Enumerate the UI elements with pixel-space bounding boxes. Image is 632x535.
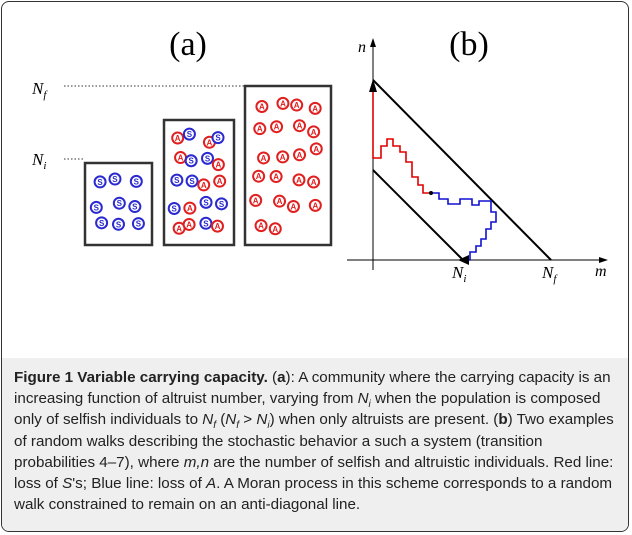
individual-label: S: [205, 154, 211, 163]
individual-label: A: [311, 128, 317, 137]
individual-label: S: [187, 130, 193, 139]
blue-walk: [431, 193, 496, 260]
individual-label: A: [261, 154, 267, 163]
individual-label: A: [257, 125, 263, 134]
caption-text: a: [277, 369, 285, 386]
individual-label: S: [203, 198, 209, 207]
level-label: Ni: [31, 150, 46, 172]
individual-label: A: [187, 204, 193, 213]
caption-text: (: [216, 411, 225, 428]
individual-label: S: [97, 178, 103, 187]
individual-label: S: [112, 175, 118, 184]
individual-label: A: [294, 101, 300, 110]
caption-text: N: [202, 411, 213, 428]
caption-text: N: [256, 411, 267, 428]
axis-label: m: [595, 263, 607, 280]
individual-label: A: [291, 202, 297, 211]
walk-arrow: [369, 79, 377, 92]
individual-label: S: [215, 134, 221, 143]
individual-label: A: [273, 173, 279, 182]
individual-label: S: [203, 219, 209, 228]
individual-label: A: [253, 196, 259, 205]
axis-label: n: [358, 39, 366, 56]
caption-text: m,n: [184, 454, 209, 471]
individual-label: S: [134, 177, 140, 186]
start-point: [429, 191, 433, 195]
individual-label: A: [280, 99, 286, 108]
caption-text: A: [206, 475, 216, 492]
individual-label: S: [219, 200, 225, 209]
individual-label: S: [116, 220, 122, 229]
panel-label: (a): [169, 26, 207, 63]
individual-label: A: [215, 222, 221, 231]
individual-label: S: [188, 157, 194, 166]
caption-title: Figure 1 Variable carrying capacity.: [14, 369, 268, 386]
individual-label: S: [94, 203, 100, 212]
caption-text: 's; Blue line: loss of: [72, 475, 206, 492]
individual-label: A: [311, 178, 317, 187]
individual-label: A: [176, 224, 182, 233]
individual-label: A: [215, 161, 221, 170]
individual-label: A: [312, 201, 318, 210]
individual-label: A: [178, 154, 184, 163]
caption: Figure 1 Variable carrying capacity. (a)…: [2, 358, 628, 532]
individual-label: S: [136, 220, 142, 229]
anti-diagonal: [373, 80, 551, 260]
axis-arrow: [370, 38, 376, 47]
individual-label: A: [297, 122, 303, 131]
tick-label: Nf: [541, 263, 558, 285]
individual-label: A: [280, 153, 286, 162]
individual-label: S: [99, 219, 105, 228]
panel-label: (b): [449, 26, 489, 63]
level-label: Nf: [31, 79, 48, 101]
caption-text: N: [225, 411, 236, 428]
individual-label: A: [277, 197, 283, 206]
tick-label: Ni: [451, 263, 466, 285]
individual-label: A: [313, 145, 319, 154]
individual-label: A: [312, 104, 318, 113]
individual-label: S: [172, 204, 178, 213]
individual-label: A: [274, 123, 280, 132]
individual-label: A: [297, 151, 303, 160]
individual-label: A: [175, 134, 181, 143]
individual-label: S: [132, 203, 138, 212]
figure-frame: (a) Nf Ni SSSSSSSSSASASASSASSAASASSAASAA…: [1, 1, 629, 532]
individual-label: A: [256, 172, 262, 181]
individual-label: A: [201, 181, 207, 190]
individual-label: A: [207, 138, 213, 147]
individual-label: S: [174, 176, 180, 185]
caption-text: S: [62, 475, 72, 492]
individual-label: A: [296, 176, 302, 185]
individual-label: S: [189, 177, 195, 186]
individual-label: A: [259, 103, 265, 112]
individual-label: A: [272, 225, 278, 234]
individual-label: A: [258, 222, 264, 231]
individual-label: A: [217, 177, 223, 186]
caption-text: N: [358, 390, 369, 407]
caption-text: >: [239, 411, 256, 428]
individual-label: A: [186, 220, 192, 229]
red-walk: [373, 86, 431, 193]
individual-label: S: [117, 199, 123, 208]
caption-text: (: [268, 369, 277, 386]
caption-text: ) when only altruists are present. (: [270, 411, 499, 428]
caption-text: b: [498, 411, 507, 428]
